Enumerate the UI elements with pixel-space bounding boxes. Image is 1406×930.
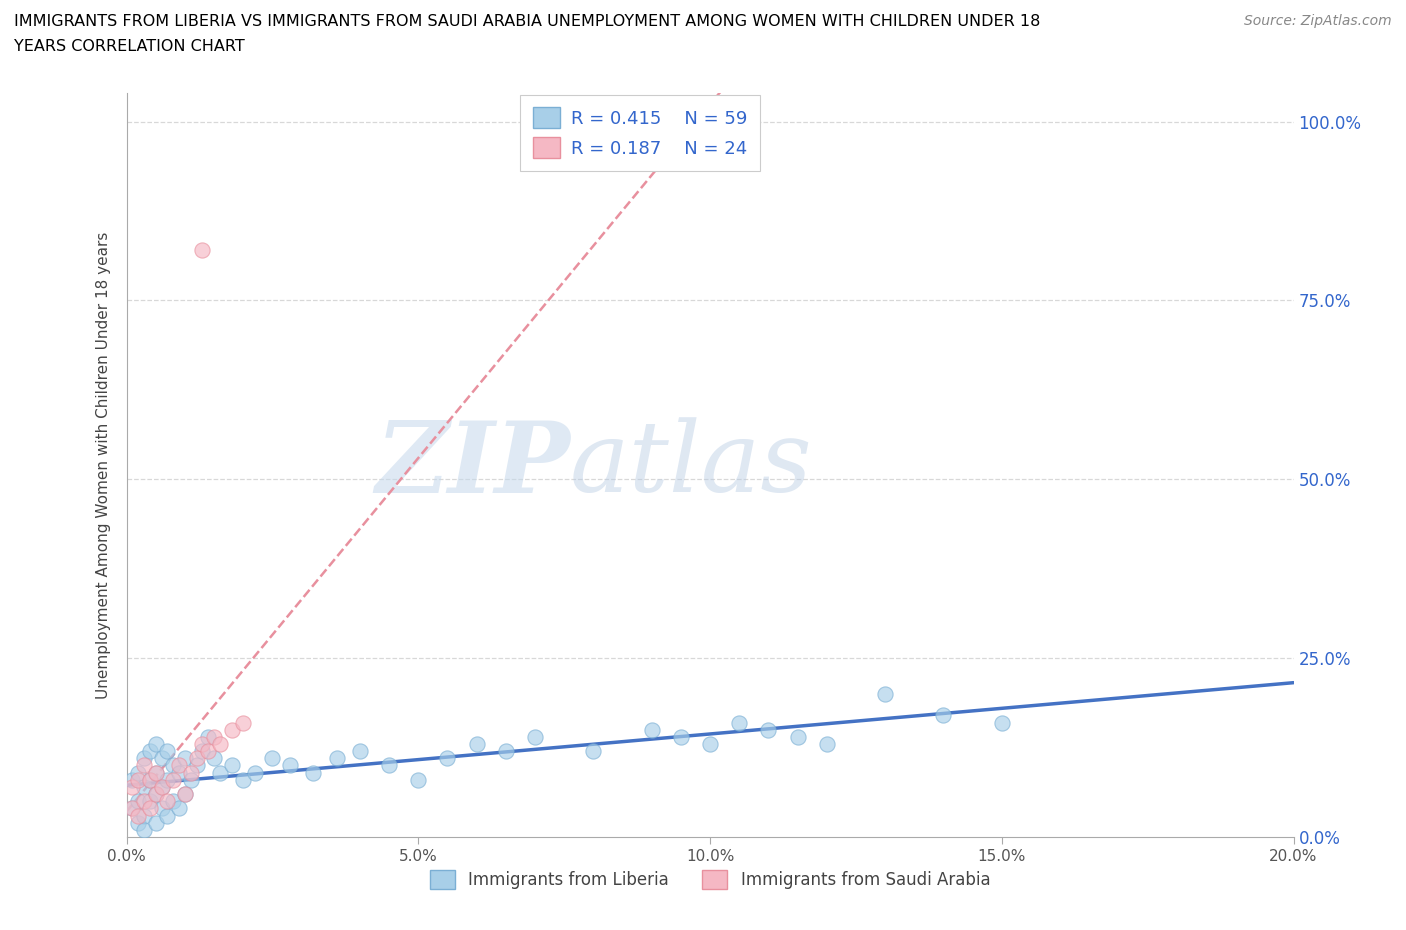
Point — [728, 715, 751, 730]
Point — [932, 708, 955, 723]
Point — [139, 772, 162, 787]
Text: YEARS CORRELATION CHART: YEARS CORRELATION CHART — [14, 39, 245, 54]
Point — [127, 816, 149, 830]
Point — [815, 737, 838, 751]
Point — [132, 779, 155, 794]
Point — [582, 744, 605, 759]
Point — [191, 243, 214, 258]
Point — [139, 801, 162, 816]
Point — [202, 729, 225, 744]
Point — [150, 779, 173, 794]
Point — [278, 758, 301, 773]
Point — [262, 751, 284, 765]
Point — [121, 779, 143, 794]
Point — [132, 758, 155, 773]
Point — [156, 772, 179, 787]
Point — [150, 779, 173, 794]
Point — [221, 758, 243, 773]
Point — [465, 737, 488, 751]
Point — [167, 758, 190, 773]
Point — [132, 751, 155, 765]
Point — [232, 772, 254, 787]
Point — [180, 765, 202, 780]
Point — [786, 729, 808, 744]
Point — [127, 808, 149, 823]
Point — [191, 737, 214, 751]
Point — [150, 801, 173, 816]
Point — [197, 729, 219, 744]
Point — [132, 794, 155, 809]
Point — [156, 794, 179, 809]
Point — [186, 758, 208, 773]
Point — [174, 787, 197, 802]
Point — [121, 772, 143, 787]
Point — [408, 772, 430, 787]
Point — [174, 787, 197, 802]
Point — [875, 686, 897, 701]
Point — [302, 765, 325, 780]
Point — [524, 729, 547, 744]
Point — [139, 772, 162, 787]
Point — [990, 715, 1012, 730]
Point — [191, 744, 214, 759]
Point — [145, 737, 167, 751]
Point — [208, 737, 231, 751]
Text: ZIP: ZIP — [375, 417, 569, 513]
Text: Source: ZipAtlas.com: Source: ZipAtlas.com — [1244, 14, 1392, 28]
Point — [145, 765, 167, 780]
Point — [132, 822, 155, 837]
Point — [202, 751, 225, 765]
Point — [127, 765, 149, 780]
Point — [121, 801, 143, 816]
Point — [669, 729, 692, 744]
Point — [495, 744, 517, 759]
Point — [378, 758, 401, 773]
Point — [699, 737, 721, 751]
Point — [208, 765, 231, 780]
Point — [197, 744, 219, 759]
Point — [145, 765, 167, 780]
Text: atlas: atlas — [569, 418, 813, 512]
Point — [167, 801, 190, 816]
Point — [162, 794, 184, 809]
Point — [186, 751, 208, 765]
Point — [150, 751, 173, 765]
Point — [145, 787, 167, 802]
Point — [162, 758, 184, 773]
Point — [145, 787, 167, 802]
Point — [349, 744, 371, 759]
Point — [127, 794, 149, 809]
Point — [756, 723, 779, 737]
Legend: Immigrants from Liberia, Immigrants from Saudi Arabia: Immigrants from Liberia, Immigrants from… — [423, 863, 997, 896]
Point — [162, 772, 184, 787]
Point — [139, 744, 162, 759]
Point — [174, 751, 197, 765]
Point — [156, 808, 179, 823]
Y-axis label: Unemployment Among Women with Children Under 18 years: Unemployment Among Women with Children U… — [96, 232, 111, 698]
Text: IMMIGRANTS FROM LIBERIA VS IMMIGRANTS FROM SAUDI ARABIA UNEMPLOYMENT AMONG WOMEN: IMMIGRANTS FROM LIBERIA VS IMMIGRANTS FR… — [14, 14, 1040, 29]
Point — [243, 765, 266, 780]
Point — [121, 801, 143, 816]
Point — [145, 816, 167, 830]
Point — [232, 715, 254, 730]
Point — [325, 751, 347, 765]
Point — [436, 751, 458, 765]
Point — [139, 794, 162, 809]
Point — [180, 772, 202, 787]
Point — [167, 765, 190, 780]
Point — [221, 723, 243, 737]
Point — [640, 723, 664, 737]
Point — [156, 744, 179, 759]
Point — [132, 808, 155, 823]
Point — [127, 772, 149, 787]
